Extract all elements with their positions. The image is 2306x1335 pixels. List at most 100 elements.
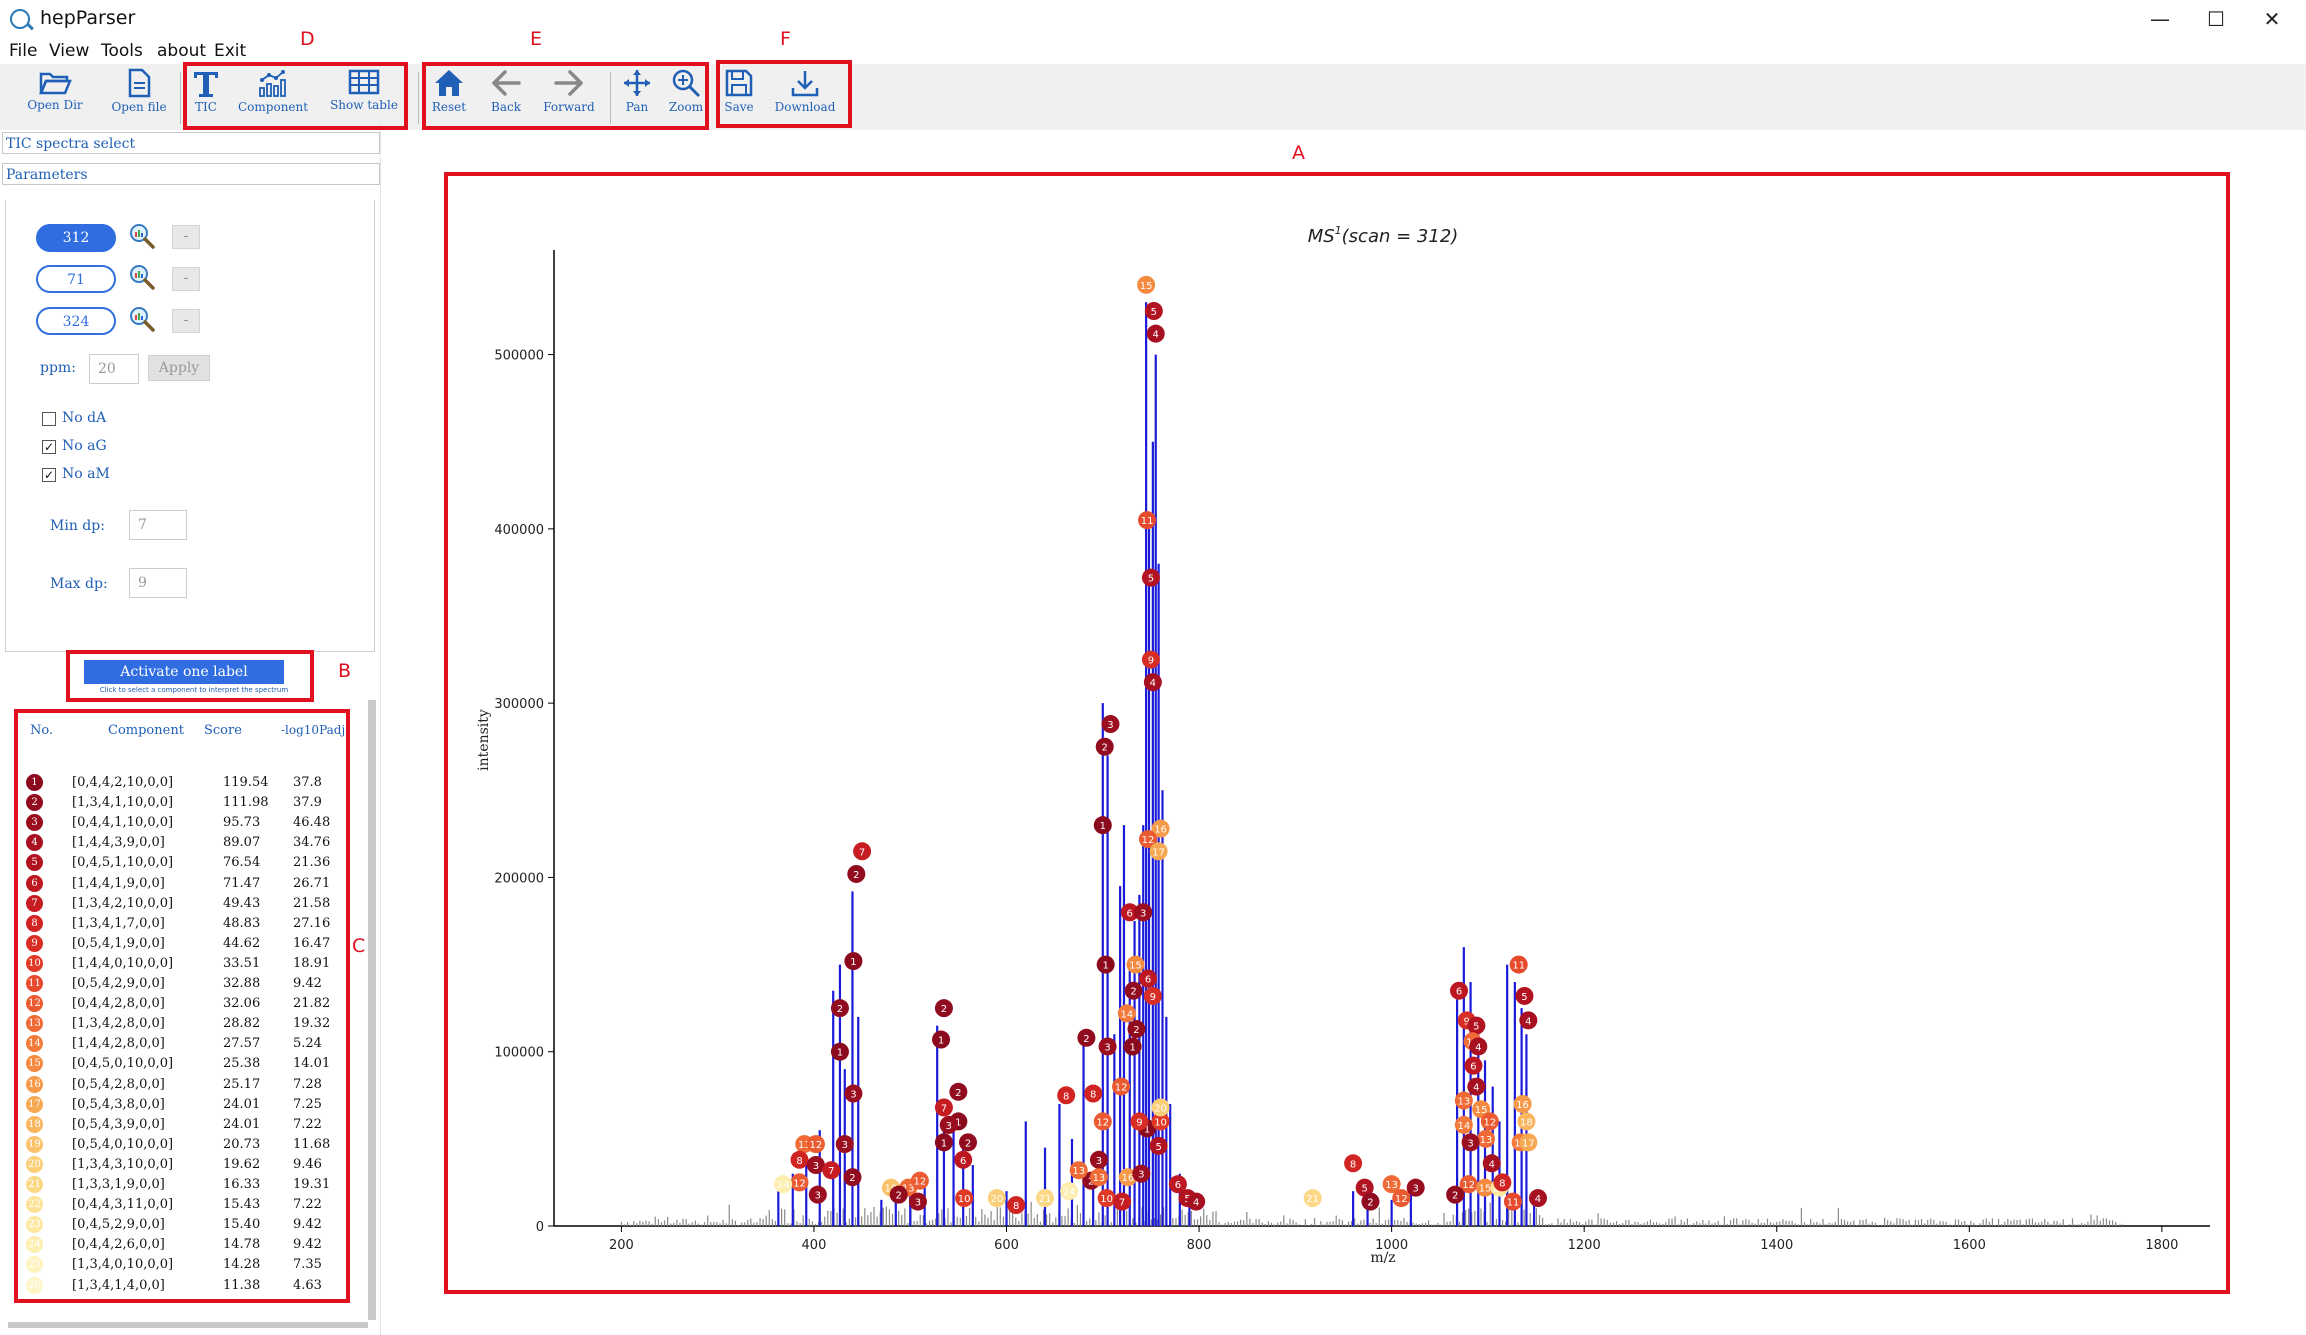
menu-about[interactable]: about xyxy=(157,41,207,61)
table-row[interactable]: 16 [0,5,4,2,8,0,0] 25.17 7.28 xyxy=(16,1075,346,1095)
component-cell: [1,3,4,1,7,0,0] xyxy=(72,915,165,931)
spectrum-zoom-icon[interactable] xyxy=(128,263,156,291)
peak-label-number: 8 xyxy=(796,1156,802,1167)
peak-label-badge xyxy=(1450,981,1469,1000)
zoom-button[interactable]: Zoom xyxy=(668,68,704,114)
menu-exit[interactable]: Exit xyxy=(214,41,247,61)
component-label: Component xyxy=(238,100,309,114)
apply-button[interactable]: Apply xyxy=(148,355,210,381)
table-horizontal-scrollbar[interactable] xyxy=(8,1322,368,1328)
table-row[interactable]: 23 [0,4,5,2,9,0,0] 15.40 9.42 xyxy=(16,1216,346,1235)
peak-label: 21 xyxy=(1303,1189,1322,1208)
table-row[interactable]: 5 [0,4,5,1,10,0,0] 76.54 21.36 xyxy=(16,854,346,873)
peak-label-number: 10 xyxy=(1100,1194,1113,1205)
score-cell: 32.88 xyxy=(223,976,261,991)
remove-scan-button[interactable]: - xyxy=(172,309,200,333)
table-row[interactable]: 6 [1,4,4,1,9,0,0] 71.47 26.71 xyxy=(16,874,346,894)
save-button[interactable]: Save xyxy=(722,68,756,114)
min-dp-input[interactable]: 7 xyxy=(129,510,187,540)
forward-button[interactable]: Forward xyxy=(540,68,598,114)
pan-button[interactable]: Pan xyxy=(620,68,654,114)
peak-label-badge xyxy=(1060,1182,1079,1201)
table-row[interactable]: 26 [1,3,4,1,4,0,0] 11.38 4.63 xyxy=(16,1276,346,1296)
close-button[interactable]: ✕ xyxy=(2263,7,2281,31)
peak-label: 2 xyxy=(1077,1028,1096,1047)
score-cell: 49.43 xyxy=(223,895,261,911)
no-am-checkbox[interactable]: ✓ xyxy=(42,468,56,482)
table-vertical-scrollbar[interactable] xyxy=(368,700,376,1320)
table-row[interactable]: 3 [0,4,4,1,10,0,0] 95.73 46.48 xyxy=(16,814,346,833)
table-row[interactable]: 15 [0,4,5,0,10,0,0] 25.38 14.01 xyxy=(16,1055,346,1074)
table-row[interactable]: 4 [1,4,4,3,9,0,0] 89.07 34.76 xyxy=(16,834,346,853)
peak-label-number: 5 xyxy=(1155,1142,1161,1153)
max-dp-input[interactable]: 9 xyxy=(129,568,187,598)
table-row[interactable]: 8 [1,3,4,1,7,0,0] 48.83 27.16 xyxy=(16,914,346,934)
peak-label: 4 xyxy=(1143,673,1162,692)
scan-pill-71[interactable]: 71 xyxy=(36,265,116,293)
table-row[interactable]: 1 [0,4,4,2,10,0,0] 119.54 37.8 xyxy=(16,774,346,793)
padj-cell: 7.22 xyxy=(293,1197,322,1213)
peak-label-number: 4 xyxy=(1535,1194,1541,1205)
back-button[interactable]: Back xyxy=(486,68,526,114)
y-tick-label: 100000 xyxy=(494,1046,544,1061)
peak-label-number: 6 xyxy=(1175,1180,1181,1191)
score-cell: 28.82 xyxy=(223,1016,261,1032)
remove-scan-button[interactable]: - xyxy=(172,267,200,291)
table-row[interactable]: 13 [1,3,4,2,8,0,0] 28.82 19.32 xyxy=(16,1015,346,1034)
table-row[interactable]: 2 [1,3,4,1,10,0,0] 111.98 37.9 xyxy=(16,794,346,813)
x-tick-label: 1800 xyxy=(2145,1238,2178,1253)
table-row[interactable]: 19 [0,5,4,0,10,0,0] 20.73 11.68 xyxy=(16,1135,346,1155)
download-button[interactable]: Download xyxy=(772,68,838,114)
table-row[interactable]: 18 [0,5,4,3,9,0,0] 24.01 7.22 xyxy=(16,1115,346,1135)
table-row[interactable]: 9 [0,5,4,1,9,0,0] 44.62 16.47 xyxy=(16,934,346,954)
scan-pill-324[interactable]: 324 xyxy=(36,307,116,335)
activate-label-button[interactable]: Activate one label xyxy=(84,660,284,684)
table-row[interactable]: 10 [1,4,4,0,10,0,0] 33.51 18.91 xyxy=(16,954,346,974)
peak-label: 12 xyxy=(1093,1112,1112,1131)
table-row[interactable]: 24 [0,4,4,2,6,0,0] 14.78 9.42 xyxy=(16,1236,346,1255)
open-dir-button[interactable]: Open Dir xyxy=(22,68,88,112)
open-file-button[interactable]: Open file xyxy=(104,68,174,114)
peak-label: 4 xyxy=(1146,324,1165,343)
peak-label-badge xyxy=(1137,275,1156,294)
table-row[interactable]: 14 [1,4,4,2,8,0,0] 27.57 5.24 xyxy=(16,1035,346,1054)
spectrum-zoom-icon[interactable] xyxy=(128,222,156,250)
reset-button[interactable]: Reset xyxy=(428,68,470,114)
peak-label-number: 2 xyxy=(1102,743,1108,754)
no-ag-checkbox[interactable]: ✓ xyxy=(42,440,56,454)
tic-button[interactable]: TIC xyxy=(190,68,222,114)
minimize-button[interactable]: — xyxy=(2150,7,2170,31)
menu-view[interactable]: View xyxy=(49,41,90,61)
peak-label-number: 13 xyxy=(1385,1180,1398,1191)
ppm-input[interactable]: 20 xyxy=(89,354,139,384)
component-color-badge: 3 xyxy=(26,814,43,832)
remove-scan-button[interactable]: - xyxy=(172,225,200,249)
peak-label-number: 8 xyxy=(1350,1159,1356,1170)
table-row[interactable]: 20 [1,3,4,3,10,0,0] 19.62 9.46 xyxy=(16,1155,346,1175)
show-table-button[interactable]: Show table xyxy=(326,68,402,112)
table-row[interactable]: 11 [0,5,4,2,9,0,0] 32.88 9.42 xyxy=(16,975,346,994)
chart-title: MS1(scan = 312) xyxy=(1308,224,1459,247)
peak-label-number: 5 xyxy=(1148,574,1154,585)
scan-pill-312[interactable]: 312 xyxy=(36,224,116,252)
tic-spectra-select[interactable]: TIC spectra select xyxy=(2,132,380,154)
component-color-badge: 26 xyxy=(26,1276,43,1294)
mass-spectrum-chart[interactable]: MS1(scan = 312) 200 400 600 800 1000 1200 1400… xyxy=(440,170,2240,1280)
menu-file[interactable]: File xyxy=(9,41,38,61)
component-button[interactable]: Component xyxy=(238,68,308,114)
table-row[interactable]: 12 [0,4,4,2,8,0,0] 32.06 21.82 xyxy=(16,995,346,1014)
table-row[interactable]: 17 [0,5,4,3,8,0,0] 24.01 7.25 xyxy=(16,1095,346,1115)
spectrum-zoom-icon[interactable] xyxy=(128,305,156,333)
peak-label-number: 4 xyxy=(1489,1159,1495,1170)
annotation-label-e: E xyxy=(530,28,543,50)
table-row[interactable]: 25 [1,3,4,0,10,0,0] 14.28 7.35 xyxy=(16,1256,346,1275)
table-row[interactable]: 7 [1,3,4,2,10,0,0] 49.43 21.58 xyxy=(16,894,346,914)
table-row[interactable]: 21 [1,3,3,1,9,0,0] 16.33 19.31 xyxy=(16,1176,346,1195)
table-row[interactable]: 22 [0,4,4,3,11,0,0] 15.43 7.22 xyxy=(16,1196,346,1215)
no-da-checkbox[interactable] xyxy=(42,412,56,426)
header-padj: -log10Padj xyxy=(281,723,346,737)
maximize-button[interactable]: ☐ xyxy=(2207,7,2225,31)
parameters-header[interactable]: Parameters xyxy=(2,163,380,185)
peak-label-badge xyxy=(847,864,866,883)
menu-tools[interactable]: Tools xyxy=(101,41,143,61)
